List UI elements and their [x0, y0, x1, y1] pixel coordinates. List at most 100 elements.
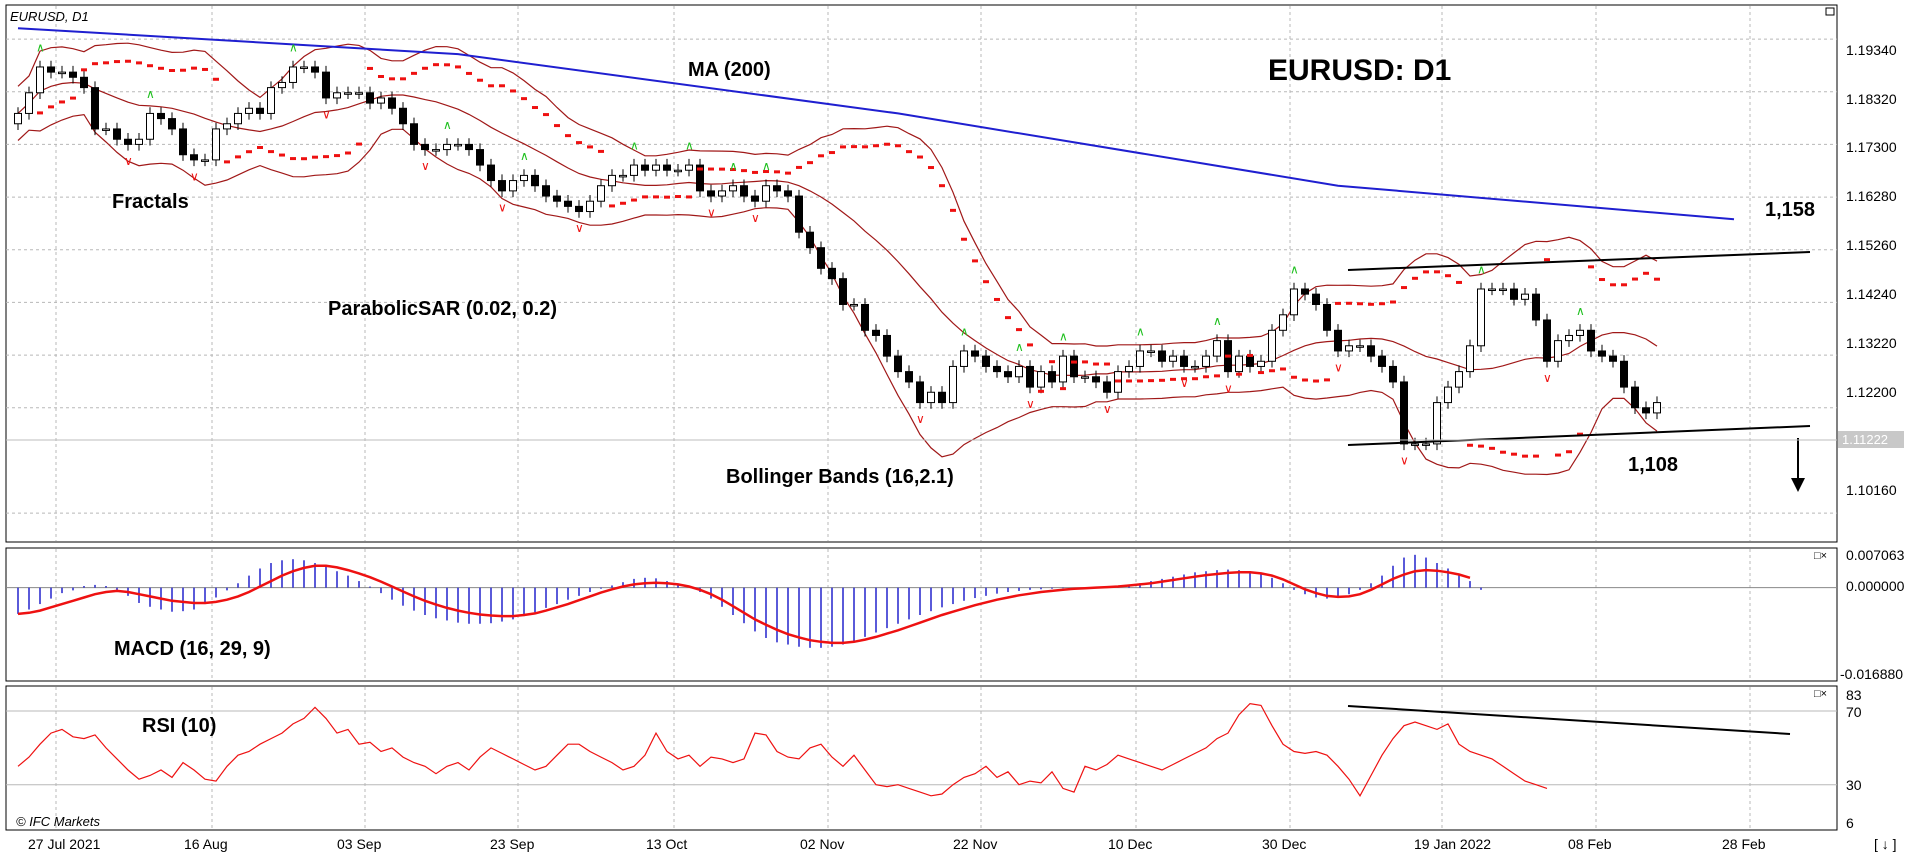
candle-body: [355, 92, 363, 95]
candle-body: [1125, 365, 1133, 373]
candle-body: [1543, 319, 1551, 362]
macd-panel-close-icon[interactable]: □×: [1814, 550, 1827, 562]
fractal-down-icon: ∨: [1334, 361, 1343, 375]
rsi-line: [17, 702, 1548, 797]
candle-body: [344, 92, 352, 95]
fractal-down-icon: ∨: [751, 211, 760, 225]
time-label: 03 Sep: [337, 836, 382, 852]
fractal-down-icon: ∨: [1400, 454, 1409, 468]
candle-body: [432, 149, 440, 152]
time-label: 10 Dec: [1108, 836, 1152, 852]
time-axis: 27 Jul 2021 16 Aug 03 Sep 23 Sep 13 Oct …: [28, 836, 1897, 852]
candle-body: [443, 143, 451, 151]
rsi-trendline: [1347, 705, 1791, 735]
rsi-tick: 83: [1846, 687, 1862, 703]
copyright: © IFC Markets: [16, 814, 100, 829]
rsi-panel-close-icon[interactable]: □×: [1814, 688, 1827, 700]
candle-body: [685, 164, 693, 171]
candle-body: [322, 71, 330, 99]
candle-body: [1246, 355, 1254, 367]
candle-body: [234, 112, 242, 125]
fractal-down-icon: ∨: [1224, 381, 1233, 395]
candle-body: [597, 185, 605, 202]
fractal-up-icon: ∧: [443, 118, 452, 132]
candle-body: [927, 391, 935, 404]
candle-body: [1103, 381, 1111, 393]
candle-body: [1631, 386, 1639, 409]
candle-body: [1136, 350, 1144, 367]
fractal-up-icon: ∧: [630, 139, 639, 153]
candle-body: [47, 66, 55, 73]
candle-body: [729, 185, 737, 192]
candle-body: [1026, 365, 1034, 388]
candle-body: [113, 128, 121, 140]
candle-body: [1037, 371, 1045, 388]
fractal-down-icon: ∨: [124, 154, 133, 168]
macd-axis: 0.007063 0.000000 -0.016880: [1840, 547, 1905, 682]
time-label: 28 Feb: [1722, 836, 1766, 852]
candle-body: [454, 143, 462, 147]
candle-body: [1455, 371, 1463, 388]
fractal-down-icon: ∨: [575, 221, 584, 235]
candle-body: [102, 128, 110, 131]
candle-body: [388, 97, 396, 109]
candle-body: [300, 66, 308, 69]
fractal-up-icon: ∧: [960, 324, 969, 338]
fractal-down-icon: ∨: [1180, 376, 1189, 390]
candle-body: [267, 87, 275, 114]
macd-panel-controls[interactable]: □×: [1814, 550, 1827, 562]
rsi-tick: 6: [1846, 815, 1854, 831]
fractal-down-icon: ∨: [190, 170, 199, 184]
candle-body: [278, 81, 286, 89]
candle-body: [861, 303, 869, 331]
rsi-panel-controls[interactable]: □×: [1814, 688, 1827, 700]
candle-body: [14, 112, 22, 125]
lower-level-label: 1,108: [1628, 454, 1678, 476]
rsi-tick: 30: [1846, 777, 1862, 793]
candle-body: [751, 195, 759, 202]
time-label: 08 Feb: [1568, 836, 1612, 852]
candle-body: [1048, 371, 1056, 383]
macd-tick: -0.016880: [1840, 666, 1903, 682]
candle-body: [410, 123, 418, 145]
candle-body: [1565, 334, 1573, 342]
fractal-up-icon: ∧: [1576, 304, 1585, 318]
time-label: 19 Jan 2022: [1414, 836, 1491, 852]
candle-body: [1070, 355, 1078, 378]
candle-body: [630, 164, 638, 176]
candle-body: [223, 123, 231, 130]
candle-body: [201, 159, 209, 162]
bollinger-label: Bollinger Bands (16,2.1): [726, 466, 954, 488]
candle-body: [872, 329, 880, 336]
current-price-box: [1838, 431, 1904, 448]
candle-body: [982, 355, 990, 367]
fractal-up-icon: ∧: [685, 139, 694, 153]
price-tick: 1.19340: [1846, 42, 1897, 58]
macd-panel: [5, 547, 1838, 682]
candle-body: [949, 365, 957, 404]
candle-body: [1499, 288, 1507, 291]
candle-body: [1510, 288, 1518, 300]
candle-body: [1433, 402, 1441, 445]
time-label: 13 Oct: [646, 836, 687, 852]
candle-body: [520, 174, 528, 182]
price-tick: 1.13220: [1846, 335, 1897, 351]
candle-body: [1092, 376, 1100, 383]
ma200-line: [17, 27, 1735, 221]
macd-label: MACD (16, 29, 9): [114, 638, 271, 660]
candle-body: [652, 164, 660, 171]
candle-body: [762, 185, 770, 202]
candle-body: [377, 97, 385, 104]
candle-body: [916, 381, 924, 404]
candle-body: [179, 128, 187, 156]
time-label: 27 Jul 2021: [28, 836, 101, 852]
candle-body: [146, 112, 154, 140]
candle-body: [1532, 293, 1540, 321]
candle-body: [784, 190, 792, 197]
fractals-label: Fractals: [112, 191, 189, 213]
candle-body: [608, 174, 616, 187]
candle-body: [564, 200, 572, 207]
price-panel-maximize-button[interactable]: [1825, 7, 1835, 16]
fractal-up-icon: ∧: [1290, 263, 1299, 277]
candle-body: [817, 247, 825, 269]
